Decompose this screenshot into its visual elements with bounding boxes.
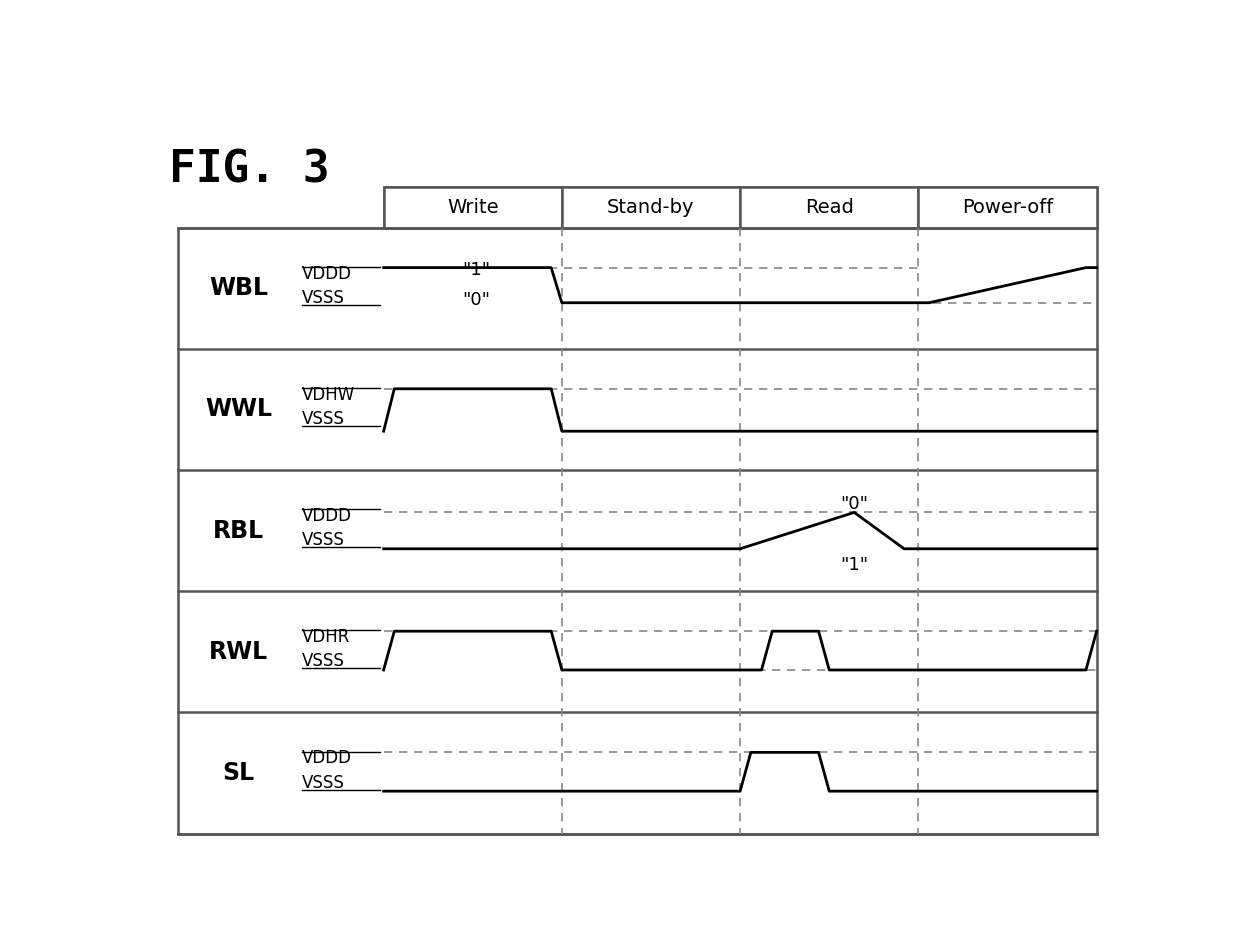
Text: RWL: RWL bbox=[208, 640, 268, 664]
Text: WWL: WWL bbox=[205, 398, 272, 421]
Text: VSSS: VSSS bbox=[303, 410, 345, 428]
Text: VDDD: VDDD bbox=[303, 507, 352, 525]
Text: Read: Read bbox=[805, 198, 853, 217]
Bar bbox=[383, 187, 562, 227]
Text: VDDD: VDDD bbox=[303, 264, 352, 282]
Bar bbox=[919, 187, 1096, 227]
Text: VSSS: VSSS bbox=[303, 289, 345, 307]
Text: RBL: RBL bbox=[213, 519, 264, 543]
Text: "1": "1" bbox=[839, 556, 868, 574]
Text: VDDD: VDDD bbox=[303, 749, 352, 767]
Bar bbox=[383, 187, 1096, 227]
Text: Stand-by: Stand-by bbox=[608, 198, 694, 217]
Text: "0": "0" bbox=[463, 292, 490, 310]
Text: WBL: WBL bbox=[208, 277, 268, 300]
Text: FIG. 3: FIG. 3 bbox=[169, 149, 330, 191]
Text: SL: SL bbox=[222, 761, 254, 785]
Text: Power-off: Power-off bbox=[962, 198, 1053, 217]
Text: "0": "0" bbox=[839, 495, 868, 513]
Text: VSSS: VSSS bbox=[303, 531, 345, 549]
Text: "1": "1" bbox=[463, 261, 490, 279]
Text: VSSS: VSSS bbox=[303, 652, 345, 670]
Bar bbox=[562, 187, 740, 227]
Text: Write: Write bbox=[446, 198, 498, 217]
Text: VDHR: VDHR bbox=[303, 628, 351, 646]
Text: VSSS: VSSS bbox=[303, 774, 345, 792]
Bar bbox=[179, 227, 1096, 833]
Text: VDHW: VDHW bbox=[303, 385, 356, 403]
Bar bbox=[740, 187, 919, 227]
